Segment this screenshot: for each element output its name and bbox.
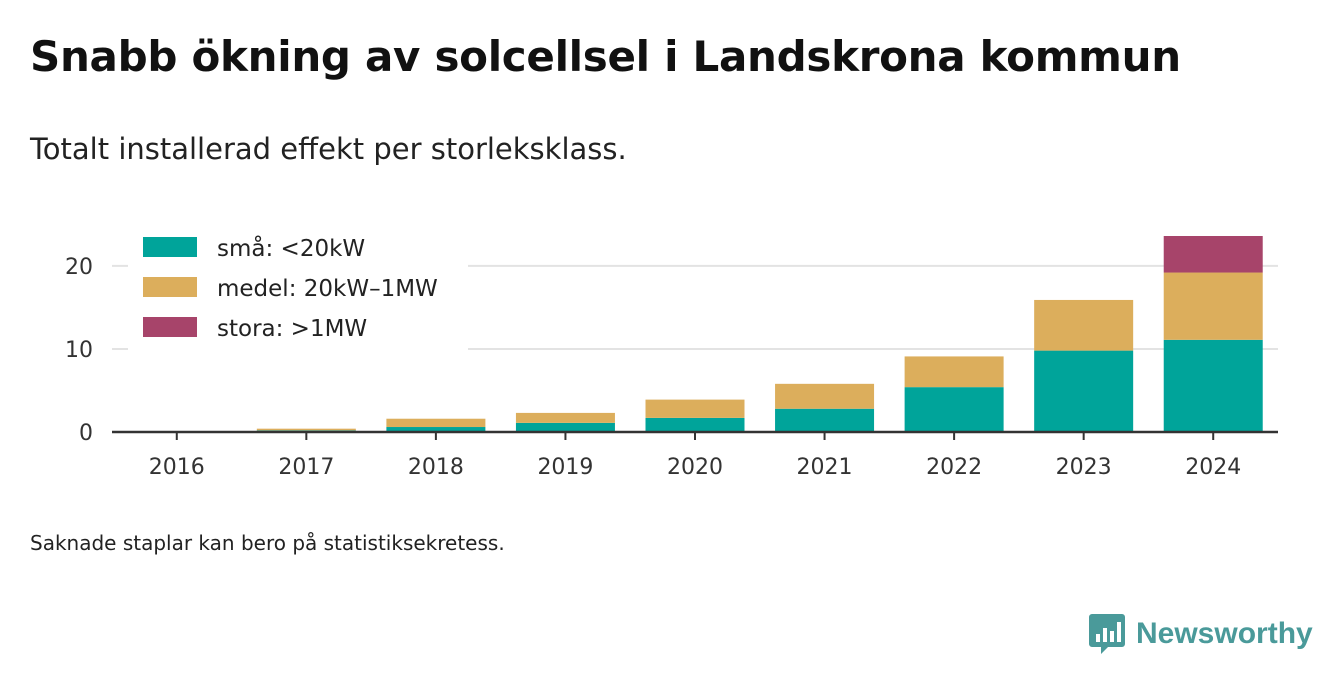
bar-2017-series-1 [256, 428, 356, 431]
newsworthy-logo-icon [1089, 614, 1125, 654]
y-tick-label: 10 [65, 338, 93, 363]
axes: 0 10 20 2016 2017 2018 2019 2020 2021 2022 2023 202… [65, 255, 1278, 480]
legend-swatch-2 [143, 317, 197, 337]
bar-2020-series-0 [645, 417, 745, 432]
y-tick-label: 0 [79, 421, 93, 446]
x-tick-label-2016: 2016 [149, 455, 205, 480]
x-tick-label-2019: 2019 [537, 455, 593, 480]
bar-2022-series-1 [904, 356, 1004, 388]
newsworthy-logo-text: Newsworthy [1136, 617, 1313, 650]
bar-2024-series-1 [1163, 272, 1263, 340]
newsworthy-logo: Newsworthy [1088, 612, 1313, 656]
bars [127, 236, 1263, 432]
x-tick-label-2022: 2022 [926, 455, 982, 480]
stacked-bar-chart: 0 10 20 2016 2017 2018 2019 2020 2021 2022 2023 202… [65, 226, 1278, 480]
footnote: Saknade staplar kan bero på statistiksek… [30, 531, 505, 555]
chart-subtitle: Totalt installerad effekt per storlekskl… [30, 132, 627, 166]
x-tick-label-2018: 2018 [408, 455, 464, 480]
bar-2022-series-0 [904, 387, 1004, 432]
bar-2018-series-1 [386, 418, 486, 428]
bar-2021-series-0 [775, 408, 875, 432]
x-tick-label-2023: 2023 [1056, 455, 1112, 480]
x-tick-label-2021: 2021 [797, 455, 853, 480]
bar-2023-series-0 [1034, 350, 1134, 432]
x-tick-label-2017: 2017 [278, 455, 334, 480]
legend: små: <20kW medel: 20kW–1MW stora: >1MW [128, 226, 468, 350]
bar-2023-series-1 [1034, 299, 1134, 351]
legend-label-0: små: <20kW [217, 234, 365, 262]
bar-2024-series-2 [1163, 236, 1263, 273]
bar-2024-series-0 [1163, 339, 1263, 432]
y-tick-label: 20 [65, 255, 93, 280]
x-tick-label-2024: 2024 [1185, 455, 1241, 480]
x-tick-label-2020: 2020 [667, 455, 723, 480]
legend-label-2: stora: >1MW [217, 316, 367, 342]
bar-2019-series-0 [515, 422, 615, 432]
chart-title: Snabb ökning av solcellsel i Landskrona … [30, 32, 1181, 81]
legend-label-1: medel: 20kW–1MW [217, 276, 438, 302]
bar-2018-series-0 [386, 427, 486, 432]
legend-swatch-1 [143, 277, 197, 297]
bar-2020-series-1 [645, 399, 745, 418]
bar-2021-series-1 [775, 383, 875, 409]
legend-swatch-0 [143, 237, 197, 257]
bar-2019-series-1 [515, 412, 615, 423]
